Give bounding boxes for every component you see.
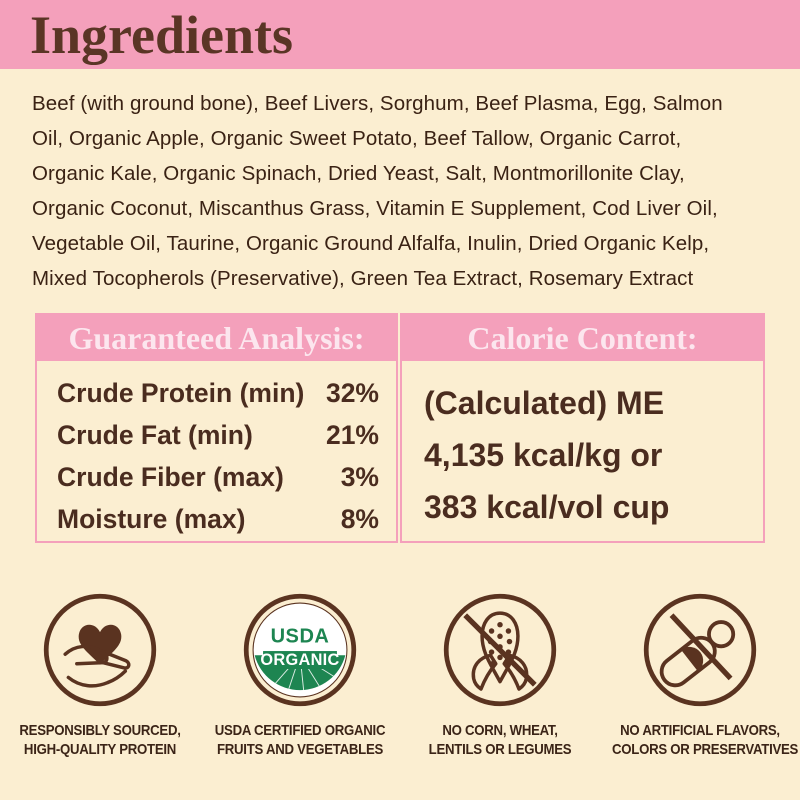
svg-text:USDA: USDA	[271, 626, 330, 648]
svg-text:ORGANIC: ORGANIC	[260, 651, 339, 669]
